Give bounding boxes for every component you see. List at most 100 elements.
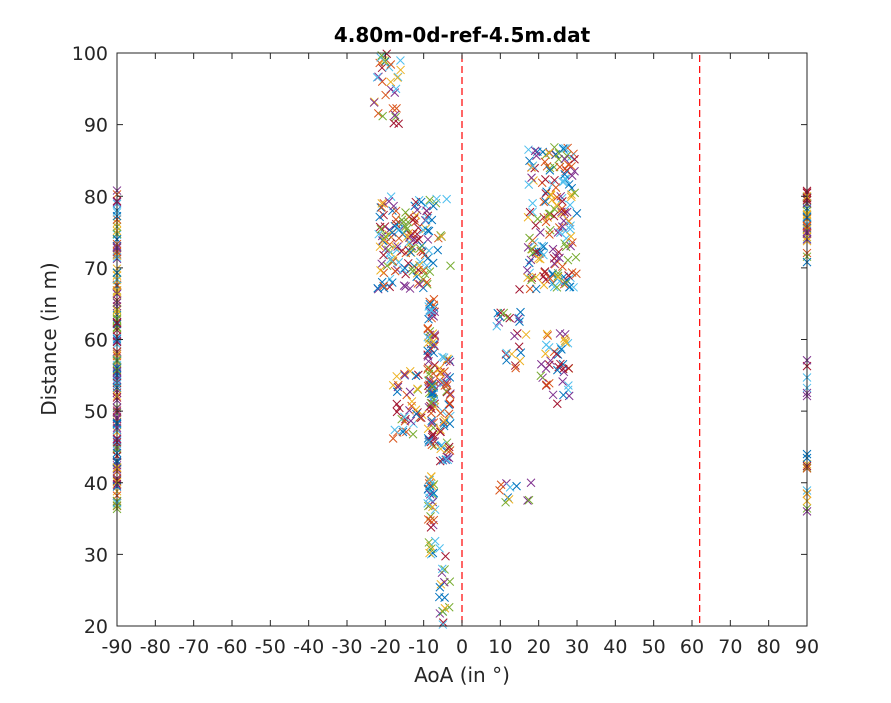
data-point-marker xyxy=(555,162,565,172)
data-point-marker xyxy=(423,499,433,508)
data-point-marker xyxy=(435,456,445,466)
data-point-marker xyxy=(391,84,401,94)
data-point-marker xyxy=(391,112,400,122)
data-point-marker xyxy=(496,480,506,490)
y-tick-label: 70 xyxy=(84,258,108,280)
data-point-marker xyxy=(428,389,437,398)
data-point-marker xyxy=(558,222,567,231)
x-tick-label: -60 xyxy=(216,636,247,658)
data-point-marker xyxy=(396,65,405,75)
x-tick-label: 80 xyxy=(757,636,781,658)
data-point-marker xyxy=(559,144,568,153)
data-point-marker xyxy=(541,349,550,359)
data-point-marker xyxy=(392,371,402,381)
data-point-marker xyxy=(442,380,452,390)
data-point-marker xyxy=(541,217,551,227)
data-point-marker xyxy=(552,283,562,292)
data-point-marker xyxy=(510,361,520,370)
data-point-marker xyxy=(531,284,541,294)
data-point-marker xyxy=(392,387,402,397)
data-point-marker xyxy=(527,275,536,285)
data-point-marker xyxy=(446,389,455,398)
data-point-marker xyxy=(391,215,401,224)
data-point-marker xyxy=(527,173,536,183)
data-point-marker xyxy=(550,175,559,185)
data-point-marker xyxy=(445,419,455,429)
data-point-marker xyxy=(534,247,543,256)
data-point-marker xyxy=(394,119,404,129)
data-point-marker xyxy=(428,502,437,512)
data-point-marker xyxy=(399,217,408,227)
data-point-marker xyxy=(565,224,575,234)
data-point-marker xyxy=(555,329,565,338)
data-point-marker xyxy=(380,56,390,66)
data-point-marker xyxy=(531,221,541,230)
data-point-marker xyxy=(437,232,447,241)
data-point-marker xyxy=(427,215,437,225)
data-point-marker xyxy=(408,429,418,439)
data-point-marker xyxy=(405,284,415,293)
data-point-marker xyxy=(413,223,423,233)
data-point-marker xyxy=(416,413,426,423)
data-point-marker xyxy=(395,403,404,413)
data-point-marker xyxy=(555,228,565,238)
x-tick-label: -50 xyxy=(255,636,286,658)
data-point-marker xyxy=(388,434,398,443)
data-point-marker xyxy=(415,243,425,253)
data-point-marker xyxy=(525,233,534,243)
data-point-marker xyxy=(440,565,449,574)
data-point-marker xyxy=(387,278,397,287)
data-point-marker xyxy=(435,427,445,437)
data-point-marker xyxy=(446,411,455,421)
data-point-marker xyxy=(423,254,433,263)
data-point-marker xyxy=(523,273,532,282)
data-point-marker xyxy=(379,281,388,291)
data-point-marker xyxy=(377,77,387,86)
y-tick-label: 90 xyxy=(84,115,108,137)
data-point-marker xyxy=(522,265,532,275)
data-point-marker xyxy=(426,516,435,525)
data-point-marker xyxy=(406,247,415,257)
data-point-marker xyxy=(570,166,579,176)
data-point-marker xyxy=(445,446,455,455)
data-point-marker xyxy=(516,307,525,317)
data-point-marker xyxy=(531,272,541,282)
y-tick-label: 100 xyxy=(72,43,108,65)
data-point-marker xyxy=(525,207,535,217)
data-point-marker xyxy=(416,246,426,256)
x-tick-label: 60 xyxy=(680,636,704,658)
data-point-marker xyxy=(408,215,418,225)
data-point-marker xyxy=(555,342,565,352)
data-point-marker xyxy=(422,277,432,287)
data-point-marker xyxy=(374,72,383,82)
data-point-marker xyxy=(440,367,449,376)
data-point-marker xyxy=(445,398,455,408)
data-point-marker xyxy=(438,607,448,617)
data-point-marker xyxy=(445,390,455,400)
data-point-marker xyxy=(543,331,553,340)
data-point-marker xyxy=(570,188,580,198)
data-point-marker xyxy=(390,425,400,435)
data-point-marker xyxy=(415,257,425,267)
data-point-marker xyxy=(438,618,448,627)
data-point-marker xyxy=(436,444,445,454)
data-point-marker xyxy=(564,271,573,280)
data-point-marker xyxy=(544,209,554,219)
y-tick-label: 20 xyxy=(84,616,108,638)
data-point-marker xyxy=(523,212,533,222)
data-point-marker xyxy=(553,268,563,278)
data-point-marker xyxy=(411,409,421,419)
data-point-marker xyxy=(530,146,540,156)
data-point-marker xyxy=(376,224,386,234)
data-point-marker xyxy=(558,262,567,271)
data-point-marker xyxy=(414,370,423,380)
data-point-marker xyxy=(403,258,413,268)
data-point-marker xyxy=(546,189,556,199)
data-point-marker xyxy=(441,455,451,464)
data-point-marker xyxy=(373,108,383,118)
data-point-marker xyxy=(427,418,437,428)
data-point-marker xyxy=(429,488,439,498)
data-point-marker xyxy=(525,156,534,166)
data-point-marker xyxy=(546,356,555,366)
